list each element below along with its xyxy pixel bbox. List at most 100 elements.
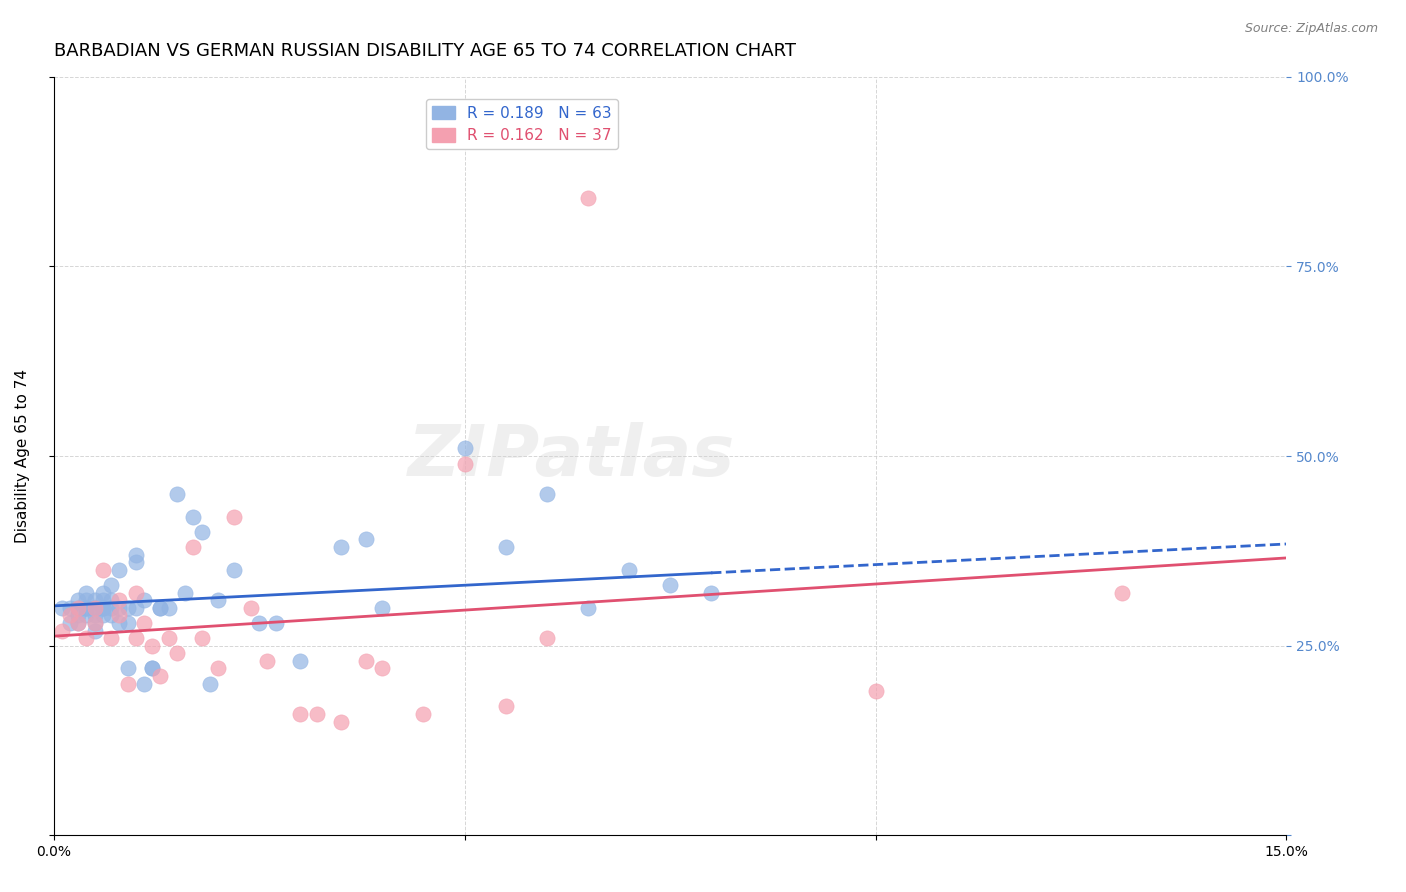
Point (157, 600, 180, 615)
Y-axis label: Disability Age 65 to 74: Disability Age 65 to 74 (15, 369, 30, 543)
Point (83, 600, 105, 615)
Point (67, 608, 90, 623)
Point (149, 669, 172, 683)
Point (495, 540, 517, 554)
Point (83, 608, 105, 623)
Point (190, 631, 212, 645)
Point (354, 654, 377, 668)
Point (330, 540, 353, 554)
Point (141, 661, 163, 675)
Point (108, 608, 131, 623)
Point (100, 593, 122, 607)
Point (125, 585, 148, 599)
Point (305, 706, 328, 721)
Point (108, 615, 131, 630)
Point (183, 540, 205, 554)
Point (100, 578, 122, 592)
Point (51, 624, 73, 638)
Point (132, 593, 155, 607)
Point (1111, 585, 1133, 599)
Point (141, 661, 163, 675)
Point (207, 661, 229, 675)
Point (117, 615, 139, 630)
Point (224, 509, 246, 524)
Point (354, 533, 377, 547)
Point (83, 615, 105, 630)
Point (83, 600, 105, 615)
Point (76, 593, 98, 607)
Point (247, 615, 270, 630)
Point (83, 593, 105, 607)
Text: BARBADIAN VS GERMAN RUSSIAN DISABILITY AGE 65 TO 74 CORRELATION CHART: BARBADIAN VS GERMAN RUSSIAN DISABILITY A… (53, 42, 796, 60)
Point (453, 457, 475, 471)
Point (290, 706, 312, 721)
Point (108, 600, 131, 615)
Point (100, 631, 122, 645)
Point (865, 684, 887, 698)
Point (330, 714, 353, 729)
Point (166, 646, 188, 660)
Point (100, 600, 122, 615)
Point (76, 585, 98, 599)
Point (132, 676, 155, 690)
Point (76, 600, 98, 615)
Point (91, 585, 114, 599)
Point (117, 676, 139, 690)
Point (83, 615, 105, 630)
Point (536, 631, 558, 645)
Point (76, 608, 98, 623)
Point (495, 699, 517, 714)
Point (100, 608, 122, 623)
Point (198, 676, 221, 690)
Point (83, 600, 105, 615)
Point (125, 548, 148, 562)
Point (256, 654, 278, 668)
Point (166, 487, 188, 501)
Point (700, 585, 723, 599)
Point (412, 706, 434, 721)
Point (224, 563, 246, 577)
Point (108, 563, 131, 577)
Point (371, 600, 394, 615)
Point (91, 563, 114, 577)
Point (91, 600, 114, 615)
Point (149, 600, 172, 615)
Point (83, 624, 105, 638)
Point (174, 585, 197, 599)
Point (59, 615, 82, 630)
Point (91, 600, 114, 615)
Point (91, 593, 114, 607)
Point (659, 578, 682, 592)
Point (157, 631, 180, 645)
Point (132, 615, 155, 630)
Point (76, 600, 98, 615)
Point (125, 631, 148, 645)
Point (141, 639, 163, 653)
Point (67, 593, 90, 607)
Point (125, 555, 148, 569)
Point (125, 600, 148, 615)
Point (576, 191, 599, 205)
Point (576, 600, 599, 615)
Point (290, 654, 312, 668)
Point (76, 631, 98, 645)
Point (190, 524, 212, 539)
Point (371, 661, 394, 675)
Legend: R = 0.189   N = 63, R = 0.162   N = 37: R = 0.189 N = 63, R = 0.162 N = 37 (426, 99, 619, 149)
Point (91, 608, 114, 623)
Point (149, 600, 172, 615)
Text: ZIPatlas: ZIPatlas (408, 422, 735, 491)
Point (207, 593, 229, 607)
Point (453, 442, 475, 456)
Point (536, 487, 558, 501)
Point (51, 600, 73, 615)
Text: Source: ZipAtlas.com: Source: ZipAtlas.com (1244, 22, 1378, 36)
Point (59, 608, 82, 623)
Point (239, 600, 262, 615)
Point (117, 661, 139, 675)
Point (67, 615, 90, 630)
Point (67, 600, 90, 615)
Point (117, 600, 139, 615)
Point (264, 615, 287, 630)
Point (108, 593, 131, 607)
